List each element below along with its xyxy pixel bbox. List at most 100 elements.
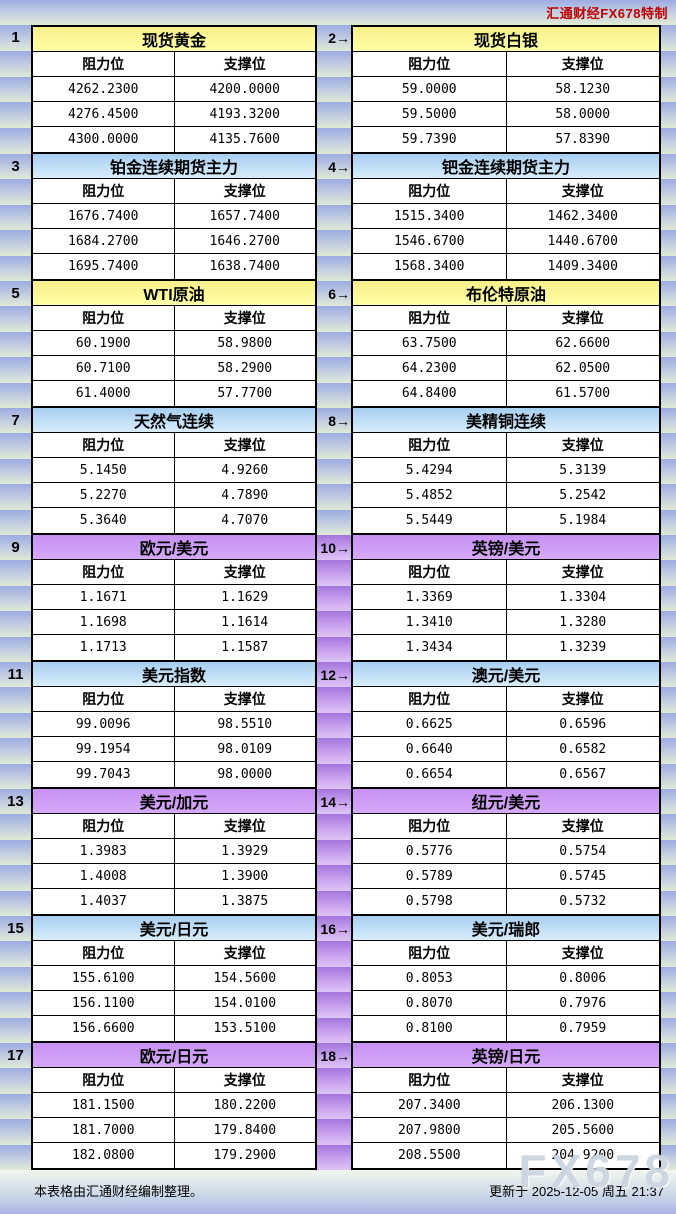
instrument-panel-right: 英镑/日元 阻力位 支撑位 207.3400 206.1300 207.9800… — [351, 1043, 661, 1170]
resistance-value: 1515.3400 — [353, 204, 507, 228]
resistance-value: 1.1713 — [33, 635, 175, 660]
support-value: 4.7070 — [221, 513, 269, 528]
support-value: 180.2200 — [213, 1097, 277, 1113]
background-band — [661, 306, 676, 332]
support-value: 0.7959 — [559, 1021, 607, 1036]
background-band — [317, 560, 351, 586]
table-row: 59.5000 58.0000 — [353, 102, 659, 127]
background-band — [0, 560, 31, 586]
background-band — [317, 611, 351, 637]
support-value: 0.5732 — [559, 894, 607, 909]
support-header: 支撑位 — [223, 1072, 266, 1088]
resistance-value: 99.1954 — [33, 737, 175, 761]
resistance-value: 0.6640 — [353, 737, 507, 761]
background-band — [661, 1119, 676, 1145]
row-number-band: 9 — [0, 535, 31, 561]
support-value: 206.1300 — [551, 1097, 615, 1113]
panel-number-right: 8→ — [328, 412, 350, 429]
background-band — [0, 382, 31, 409]
column-header-row: 阻力位 支撑位 — [353, 433, 659, 458]
gutter-number-band: 4→ — [317, 154, 351, 180]
column-header-row: 阻力位 支撑位 — [33, 560, 315, 585]
background-band — [661, 535, 676, 561]
instrument-panel-right: 美元/瑞郎 阻力位 支撑位 0.8053 0.8006 0.8070 0.797… — [351, 916, 661, 1043]
column-header-row: 阻力位 支撑位 — [353, 52, 659, 77]
background-band — [661, 1144, 676, 1171]
background-band — [661, 687, 676, 713]
table-row: 1.1713 1.1587 — [33, 635, 315, 660]
table-row: 5.5449 5.1984 — [353, 508, 659, 533]
background-band — [661, 50, 676, 77]
resistance-value: 1.3410 — [353, 610, 507, 634]
panel-title: 现货白银 — [353, 27, 659, 52]
panel-number-right: 4→ — [328, 158, 350, 175]
resistance-value: 61.4000 — [33, 381, 175, 406]
resistance-header: 阻力位 — [33, 52, 175, 76]
background-band — [661, 154, 676, 180]
row-number-cell: 7 — [0, 408, 31, 536]
table-row: 4276.4500 4193.3200 — [33, 102, 315, 127]
row-number-cell: 1 — [0, 25, 31, 154]
panel-title: 欧元/美元 — [33, 535, 315, 560]
background-band — [0, 585, 31, 612]
support-value: 1.1629 — [221, 589, 269, 605]
background-band — [0, 50, 31, 77]
background-band — [661, 331, 676, 358]
panel-number-left: 3 — [11, 158, 20, 176]
table-row: 4262.2300 4200.0000 — [33, 77, 315, 102]
instrument-panel-right: 现货白银 阻力位 支撑位 59.0000 58.1230 59.5000 58.… — [351, 25, 661, 154]
background-band — [0, 76, 31, 103]
resistance-value: 155.6100 — [33, 966, 175, 990]
panel-number-right: 16→ — [320, 920, 350, 937]
support-value: 1646.2700 — [209, 233, 280, 249]
background-band — [0, 865, 31, 891]
gutter-cell: 8→ — [317, 408, 351, 536]
right-edge-strip — [661, 789, 676, 917]
resistance-value: 0.8053 — [353, 966, 507, 990]
support-header: 支撑位 — [223, 564, 266, 580]
right-edge-strip — [661, 1043, 676, 1171]
resistance-header: 阻力位 — [33, 560, 175, 584]
resistance-value: 156.6600 — [33, 1016, 175, 1041]
resistance-value: 1546.6700 — [353, 229, 507, 253]
background-band — [0, 763, 31, 790]
background-band — [661, 179, 676, 205]
column-header-row: 阻力位 支撑位 — [353, 687, 659, 712]
right-edge-strip — [661, 154, 676, 282]
background-band — [0, 992, 31, 1018]
support-value: 1462.3400 — [547, 208, 618, 224]
resistance-value: 60.1900 — [33, 331, 175, 355]
support-value: 4193.3200 — [209, 106, 280, 122]
column-header-row: 阻力位 支撑位 — [353, 179, 659, 204]
table-row: 0.8053 0.8006 — [353, 966, 659, 991]
row-number-cell: 9 — [0, 535, 31, 663]
instrument-panel-left: 铂金连续期货主力 阻力位 支撑位 1676.7400 1657.7400 168… — [31, 154, 317, 281]
background-band — [317, 1068, 351, 1094]
support-header: 支撑位 — [561, 691, 604, 707]
panel-number-left: 7 — [11, 412, 20, 430]
support-value: 153.5100 — [213, 1021, 277, 1036]
resistance-header: 阻力位 — [33, 1068, 175, 1092]
support-header: 支撑位 — [561, 564, 604, 580]
support-value: 1.3304 — [559, 589, 607, 605]
background-band — [0, 357, 31, 383]
instrument-panel-left: 天然气连续 阻力位 支撑位 5.1450 4.9260 5.2270 4.789… — [31, 408, 317, 535]
support-value: 5.2542 — [559, 487, 607, 503]
resistance-value: 99.0096 — [33, 712, 175, 736]
background-band — [661, 204, 676, 231]
background-band — [317, 458, 351, 485]
right-edge-strip — [661, 408, 676, 536]
table-row: 63.7500 62.6600 — [353, 331, 659, 356]
background-band — [0, 890, 31, 917]
panel-number-right: 10→ — [320, 539, 350, 556]
row-number-band: 1 — [0, 25, 31, 51]
background-band — [0, 941, 31, 967]
background-band — [317, 306, 351, 332]
resistance-value: 63.7500 — [353, 331, 507, 355]
right-edge-strip — [661, 535, 676, 663]
background-band — [661, 865, 676, 891]
table-row: 60.1900 58.9800 — [33, 331, 315, 356]
support-value: 5.1984 — [559, 513, 607, 528]
support-value: 1638.7400 — [209, 259, 280, 274]
support-value: 0.6596 — [559, 716, 607, 732]
